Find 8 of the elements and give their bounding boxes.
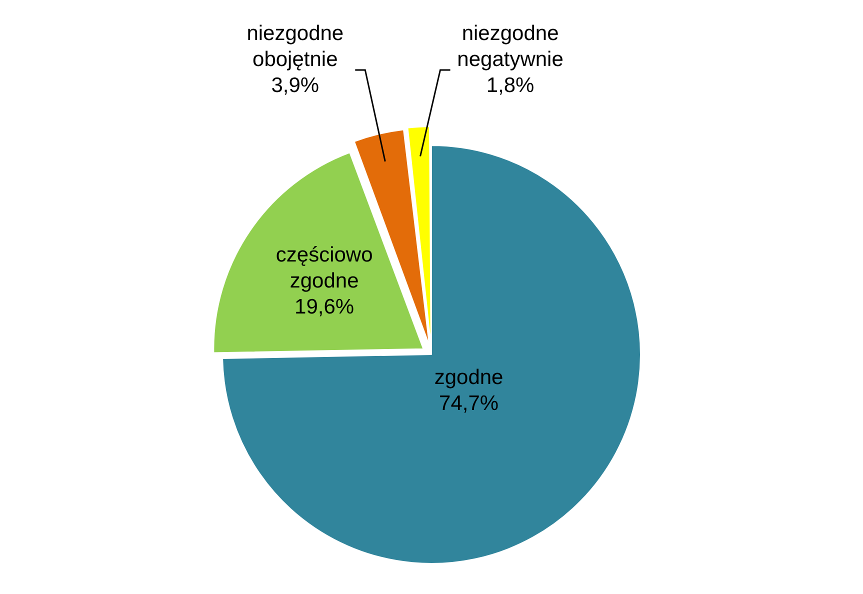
data-label: 74,7%	[439, 392, 499, 415]
data-label: 3,9%	[271, 74, 320, 97]
slice-label: niezgodne obojętnie	[246, 22, 344, 71]
data-label: 1,8%	[486, 74, 534, 97]
slice-label: częściowo zgodne	[276, 243, 373, 292]
data-label: 19,6%	[294, 295, 354, 318]
slice-label: zgodne	[434, 366, 504, 389]
slice-label: niezgodne negatywnie	[457, 22, 564, 71]
